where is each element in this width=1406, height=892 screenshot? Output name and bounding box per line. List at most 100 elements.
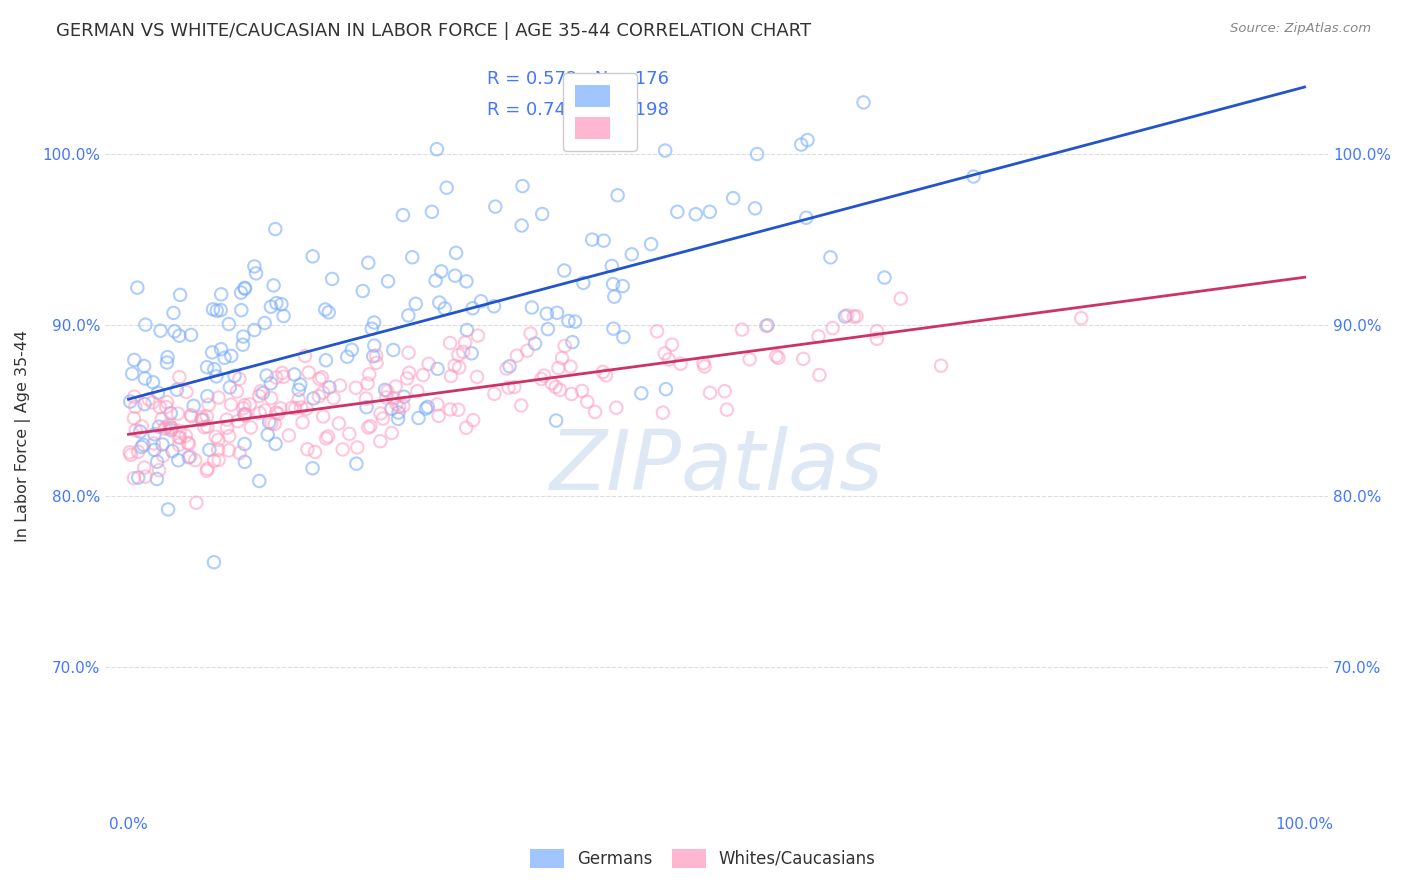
Point — [180, 409, 202, 424]
Point — [202, 302, 225, 317]
Point — [620, 247, 643, 261]
Point — [122, 390, 145, 404]
Point — [162, 306, 184, 320]
Point — [531, 207, 554, 221]
Point — [256, 427, 278, 442]
Point — [260, 416, 283, 430]
Point — [651, 406, 673, 420]
Point — [553, 263, 575, 277]
Point — [524, 336, 547, 351]
Point — [186, 496, 208, 510]
Point — [470, 294, 492, 309]
Point — [467, 328, 489, 343]
Point — [229, 285, 252, 300]
Point — [561, 335, 583, 350]
Point — [191, 413, 214, 427]
Point — [420, 204, 443, 219]
Point — [169, 288, 191, 302]
Point — [396, 309, 419, 323]
Point — [224, 368, 246, 383]
Point — [807, 329, 830, 343]
Point — [312, 385, 335, 400]
Point — [132, 438, 155, 452]
Point — [160, 421, 183, 435]
Point — [344, 457, 367, 471]
Point — [866, 324, 889, 338]
Point — [561, 387, 583, 401]
Point — [294, 349, 316, 363]
Point — [519, 326, 541, 341]
Text: Source: ZipAtlas.com: Source: ZipAtlas.com — [1230, 22, 1371, 36]
Point — [148, 463, 170, 477]
Point — [214, 351, 236, 365]
Point — [554, 339, 576, 353]
Point — [195, 389, 218, 403]
Text: GERMAN VS WHITE/CAUCASIAN IN LABOR FORCE | AGE 35-44 CORRELATION CHART: GERMAN VS WHITE/CAUCASIAN IN LABOR FORCE… — [56, 22, 811, 40]
Point — [249, 406, 271, 420]
Point — [271, 366, 294, 380]
Point — [308, 372, 330, 386]
Point — [233, 281, 256, 295]
Point — [281, 401, 304, 415]
Point — [340, 343, 363, 357]
Point — [377, 384, 399, 399]
Point — [198, 442, 221, 457]
Point — [177, 436, 200, 450]
Point — [592, 234, 614, 248]
Point — [266, 296, 288, 310]
Point — [174, 428, 197, 442]
Point — [756, 318, 779, 333]
Point — [260, 300, 283, 314]
Point — [163, 324, 186, 338]
Point — [873, 270, 896, 285]
Point — [134, 371, 156, 385]
Point — [197, 398, 219, 412]
Point — [287, 383, 309, 397]
Point — [138, 392, 160, 407]
Point — [329, 378, 352, 392]
Point — [177, 437, 200, 451]
Point — [551, 351, 574, 365]
Point — [449, 360, 471, 375]
Point — [456, 323, 478, 337]
Point — [463, 413, 485, 427]
Point — [134, 460, 156, 475]
Point — [149, 324, 172, 338]
Point — [654, 346, 676, 360]
Point — [398, 345, 420, 359]
Point — [375, 391, 398, 405]
Point — [498, 359, 520, 374]
Point — [270, 297, 292, 311]
Point — [202, 555, 225, 569]
Point — [571, 384, 593, 398]
Point — [233, 409, 256, 423]
Point — [253, 316, 276, 330]
Point — [366, 356, 388, 370]
Point — [243, 323, 266, 337]
Point — [447, 402, 470, 417]
Point — [387, 412, 409, 426]
Point — [297, 442, 319, 457]
Point — [127, 445, 149, 459]
Point — [366, 349, 388, 363]
Point — [792, 351, 814, 366]
Point — [298, 366, 321, 380]
Point — [415, 401, 437, 416]
Point — [191, 412, 214, 426]
Legend: Germans, Whites/Caucasians: Germans, Whites/Caucasians — [523, 842, 883, 875]
Point — [602, 321, 624, 335]
Point — [808, 368, 831, 382]
Point — [277, 428, 299, 442]
Point — [405, 297, 427, 311]
Point — [122, 471, 145, 485]
Point — [852, 95, 875, 110]
Point — [148, 419, 170, 434]
Point — [118, 445, 141, 459]
Point — [179, 450, 201, 464]
Point — [382, 343, 405, 357]
Point — [202, 453, 225, 467]
Point — [576, 394, 599, 409]
Point — [398, 366, 420, 380]
Point — [451, 344, 474, 359]
Point — [184, 453, 207, 467]
